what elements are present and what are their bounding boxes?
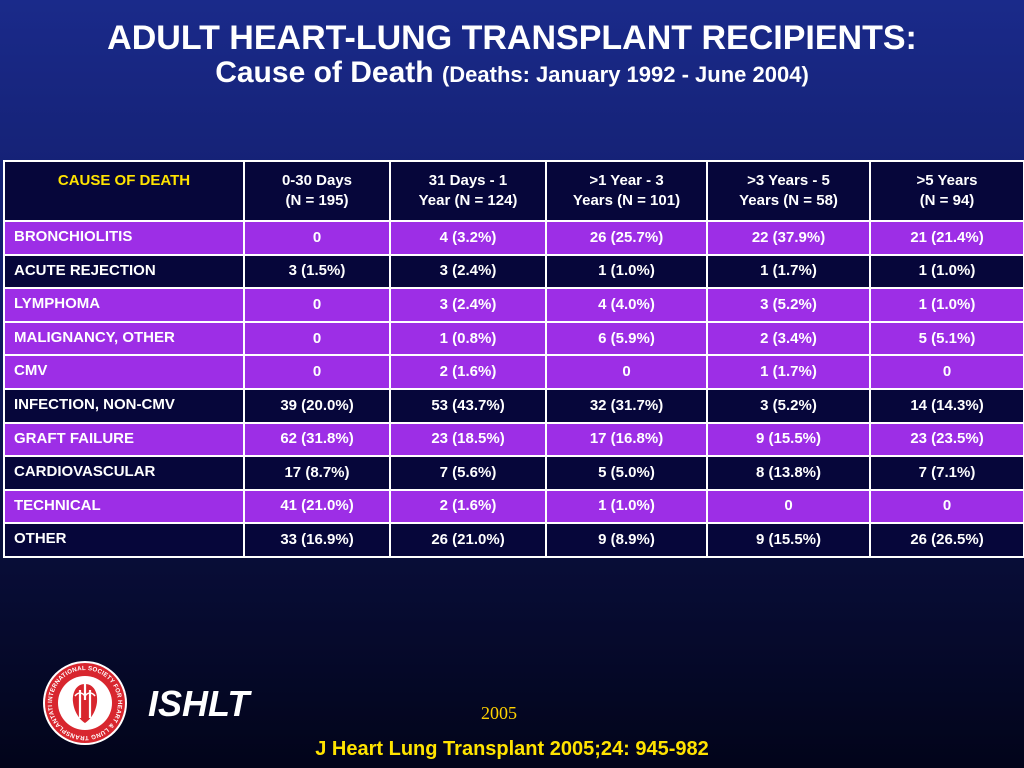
title-line-1: ADULT HEART-LUNG TRANSPLANT RECIPIENTS:	[107, 19, 917, 57]
slide-title: ADULT HEART-LUNG TRANSPLANT RECIPIENTS: …	[0, 20, 1024, 89]
table-row: OTHER 33 (16.9%) 26 (21.0%) 9 (8.9%) 9 (…	[3, 522, 1024, 558]
ishlt-seal-icon: INTERNATIONAL SOCIETY FOR HEART & LUNG T…	[42, 660, 127, 745]
header-col-1-3-years: >1 Year - 3 Years (N = 101)	[545, 159, 708, 223]
cell-value: 0	[869, 354, 1024, 391]
cell-value: 2 (1.6%)	[389, 488, 547, 525]
table-row: CMV 0 2 (1.6%) 0 1 (1.7%) 0	[3, 354, 1024, 391]
table-row: MALIGNANCY, OTHER 0 1 (0.8%) 6 (5.9%) 2 …	[3, 320, 1024, 357]
cell-value: 33 (16.9%)	[243, 522, 391, 558]
cell-value: 6 (5.9%)	[545, 320, 708, 357]
cell-value: 62 (31.8%)	[243, 421, 391, 458]
cell-value: 23 (23.5%)	[869, 421, 1024, 458]
cell-value: 1 (1.0%)	[545, 488, 708, 525]
cause-of-death-table: CAUSE OF DEATH 0-30 Days (N = 195) 31 Day…	[3, 159, 1024, 558]
cell-value: 53 (43.7%)	[389, 388, 547, 424]
cell-value: 4 (3.2%)	[389, 220, 547, 256]
cell-value: 0	[243, 354, 391, 391]
row-cause: OTHER	[3, 522, 245, 558]
cell-value: 26 (25.7%)	[545, 220, 708, 256]
title-main: Cause of Death	[215, 55, 434, 89]
header-col-31-days-1-year: 31 Days - 1 Year (N = 124)	[389, 159, 547, 223]
cell-value: 0	[706, 488, 871, 525]
cell-value: 39 (20.0%)	[243, 388, 391, 424]
cell-value: 1 (1.7%)	[706, 253, 871, 290]
row-cause: INFECTION, NON-CMV	[3, 388, 245, 424]
cell-value: 21 (21.4%)	[869, 220, 1024, 256]
year-label: 2005	[481, 703, 517, 723]
cell-value: 7 (7.1%)	[869, 455, 1024, 491]
table-row: BRONCHIOLITIS 0 4 (3.2%) 26 (25.7%) 22 (…	[3, 220, 1024, 256]
cell-value: 3 (2.4%)	[389, 287, 547, 323]
table-header-row: CAUSE OF DEATH 0-30 Days (N = 195) 31 Day…	[3, 159, 1024, 223]
header-col-3-5-years: >3 Years - 5 Years (N = 58)	[706, 159, 871, 223]
cell-value: 41 (21.0%)	[243, 488, 391, 525]
cell-value: 4 (4.0%)	[545, 287, 708, 323]
cell-value: 9 (8.9%)	[545, 522, 708, 558]
row-cause: CMV	[3, 354, 245, 391]
header-cause: CAUSE OF DEATH	[3, 159, 245, 223]
cell-value: 2 (3.4%)	[706, 320, 871, 357]
table-row: INFECTION, NON-CMV 39 (20.0%) 53 (43.7%)…	[3, 388, 1024, 424]
cell-value: 26 (21.0%)	[389, 522, 547, 558]
cell-value: 1 (1.0%)	[545, 253, 708, 290]
row-cause: BRONCHIOLITIS	[3, 220, 245, 256]
row-cause: LYMPHOMA	[3, 287, 245, 323]
cell-value: 1 (1.0%)	[869, 253, 1024, 290]
cell-value: 2 (1.6%)	[389, 354, 547, 391]
row-cause: GRAFT FAILURE	[3, 421, 245, 458]
table-row: LYMPHOMA 0 3 (2.4%) 4 (4.0%) 3 (5.2%) 1 …	[3, 287, 1024, 323]
cell-value: 3 (5.2%)	[706, 388, 871, 424]
title-line-2: Cause of Death (Deaths: January 1992 - J…	[0, 55, 1024, 89]
cell-value: 22 (37.9%)	[706, 220, 871, 256]
cell-value: 9 (15.5%)	[706, 522, 871, 558]
cell-value: 0	[243, 287, 391, 323]
header-col-0-30-days: 0-30 Days (N = 195)	[243, 159, 391, 223]
row-cause: CARDIOVASCULAR	[3, 455, 245, 491]
cell-value: 1 (1.7%)	[706, 354, 871, 391]
cell-value: 23 (18.5%)	[389, 421, 547, 458]
cell-value: 8 (13.8%)	[706, 455, 871, 491]
row-cause: TECHNICAL	[3, 488, 245, 525]
cell-value: 14 (14.3%)	[869, 388, 1024, 424]
cell-value: 5 (5.0%)	[545, 455, 708, 491]
cell-value: 0	[243, 320, 391, 357]
cell-value: 32 (31.7%)	[545, 388, 708, 424]
cell-value: 3 (5.2%)	[706, 287, 871, 323]
header-col-5-plus-years: >5 Years (N = 94)	[869, 159, 1024, 223]
cell-value: 1 (1.0%)	[869, 287, 1024, 323]
cell-value: 3 (2.4%)	[389, 253, 547, 290]
table-row: ACUTE REJECTION 3 (1.5%) 3 (2.4%) 1 (1.0…	[3, 253, 1024, 290]
cell-value: 0	[869, 488, 1024, 525]
cell-value: 3 (1.5%)	[243, 253, 391, 290]
cell-value: 1 (0.8%)	[389, 320, 547, 357]
row-cause: MALIGNANCY, OTHER	[3, 320, 245, 357]
cell-value: 9 (15.5%)	[706, 421, 871, 458]
cell-value: 17 (16.8%)	[545, 421, 708, 458]
cell-value: 26 (26.5%)	[869, 522, 1024, 558]
cell-value: 17 (8.7%)	[243, 455, 391, 491]
brand-name: ISHLT	[148, 683, 250, 724]
table-row: GRAFT FAILURE 62 (31.8%) 23 (18.5%) 17 (…	[3, 421, 1024, 458]
table-row: TECHNICAL 41 (21.0%) 2 (1.6%) 1 (1.0%) 0…	[3, 488, 1024, 525]
journal-citation: J Heart Lung Transplant 2005;24: 945-982	[315, 738, 709, 760]
table-row: CARDIOVASCULAR 17 (8.7%) 7 (5.6%) 5 (5.0…	[3, 455, 1024, 491]
title-subtitle: (Deaths: January 1992 - June 2004)	[441, 61, 809, 87]
cell-value: 7 (5.6%)	[389, 455, 547, 491]
cell-value: 0	[243, 220, 391, 256]
cell-value: 0	[545, 354, 708, 391]
row-cause: ACUTE REJECTION	[3, 253, 245, 290]
cell-value: 5 (5.1%)	[869, 320, 1024, 357]
